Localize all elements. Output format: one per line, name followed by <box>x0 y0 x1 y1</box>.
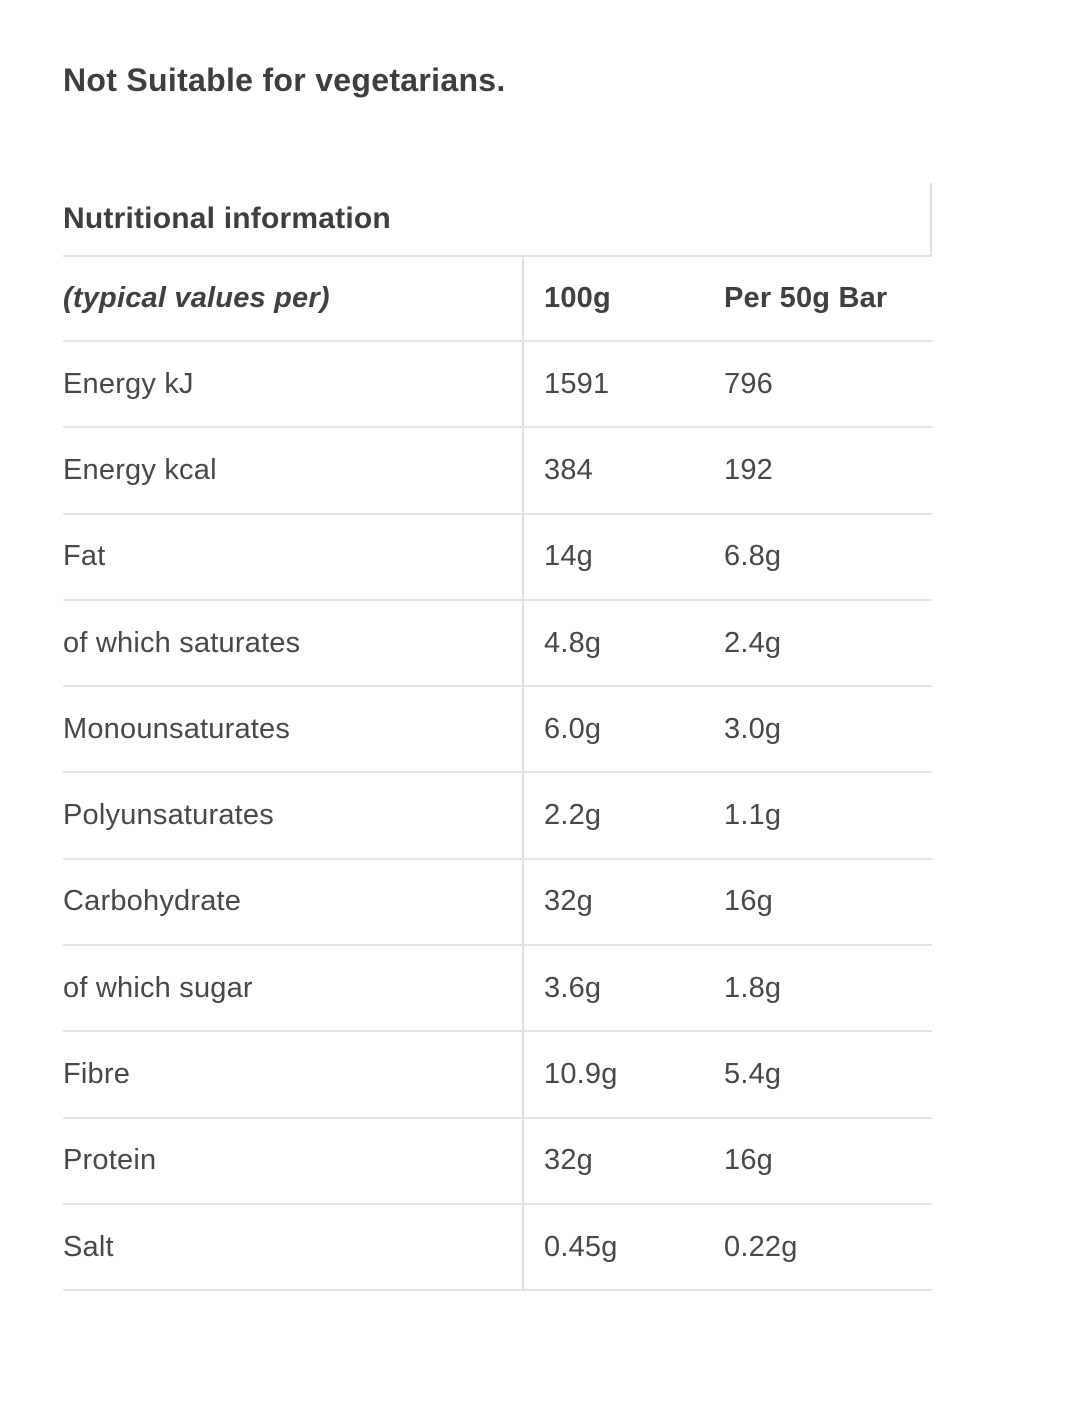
table-row: Polyunsaturates 2.2g 1.1g <box>63 773 932 860</box>
row-label: of which sugar <box>63 971 253 1004</box>
row-value-50g-bar: 3.0g <box>724 712 782 745</box>
row-value-50g-bar: 1.8g <box>724 971 782 1004</box>
row-value-50g-bar: 1.1g <box>724 799 782 832</box>
table-row: Energy kcal 384 192 <box>63 428 932 515</box>
table-header-row: (typical values per) 100g Per 50g Bar <box>63 257 932 342</box>
table-row: Energy kJ 1591 796 <box>63 342 932 429</box>
row-value-100g: 1591 <box>522 342 724 427</box>
row-label: Salt <box>63 1230 114 1263</box>
row-value-50g-bar: 16g <box>724 885 773 918</box>
row-value-100g: 14g <box>522 514 724 599</box>
row-value-50g-bar: 2.4g <box>724 626 782 659</box>
row-label: Carbohydrate <box>63 885 242 918</box>
row-value-50g-bar: 0.22g <box>724 1230 798 1263</box>
row-label: Fibre <box>63 1058 131 1091</box>
table-row: Monounsaturates 6.0g 3.0g <box>63 687 932 774</box>
row-value-100g: 4.8g <box>522 600 724 686</box>
table-row: Carbohydrate 32g 16g <box>63 859 932 947</box>
row-label: Polyunsaturates <box>63 799 274 832</box>
row-label: Fat <box>63 540 106 573</box>
row-label: Monounsaturates <box>63 712 291 745</box>
row-value-100g: 32g <box>522 1118 724 1203</box>
table-row: Protein 32g 16g <box>63 1118 932 1205</box>
row-value-100g: 6.0g <box>522 687 724 772</box>
row-label: of which saturates <box>63 626 301 659</box>
row-value-50g-bar: 192 <box>724 453 773 486</box>
row-value-100g: 2.2g <box>522 773 724 858</box>
row-label: Protein <box>63 1144 157 1177</box>
table-row: of which saturates 4.8g 2.4g <box>63 600 932 688</box>
row-label: Energy kJ <box>63 367 194 400</box>
table-row: Fat 14g 6.8g <box>63 514 932 601</box>
page-title: Not Suitable for vegetarians. <box>63 62 506 98</box>
column-header-100g: 100g <box>522 257 724 340</box>
row-label: Energy kcal <box>63 453 217 486</box>
column-header-typical-values: (typical values per) <box>63 282 330 314</box>
row-value-50g-bar: 5.4g <box>724 1058 782 1091</box>
row-value-100g: 0.45g <box>522 1204 724 1290</box>
row-value-100g: 10.9g <box>522 1032 724 1117</box>
table-row: Fibre 10.9g 5.4g <box>63 1032 932 1119</box>
row-value-50g-bar: 796 <box>724 367 773 400</box>
table-row: of which sugar 3.6g 1.8g <box>63 946 932 1033</box>
row-value-50g-bar: 6.8g <box>724 540 782 573</box>
nutrition-table-body: Energy kJ 1591 796 Energy kcal 384 192 F… <box>63 342 932 1292</box>
column-header-per-50g-bar: Per 50g Bar <box>724 282 888 314</box>
nutrition-section: Nutritional information (typical values … <box>63 183 932 1292</box>
row-value-100g: 32g <box>522 859 724 945</box>
row-value-50g-bar: 16g <box>724 1144 773 1177</box>
nutrition-section-title: Nutritional information <box>63 202 391 235</box>
row-value-100g: 3.6g <box>522 946 724 1031</box>
nutrition-section-header: Nutritional information <box>63 183 932 257</box>
table-row: Salt 0.45g 0.22g <box>63 1204 932 1292</box>
row-value-100g: 384 <box>522 428 724 513</box>
